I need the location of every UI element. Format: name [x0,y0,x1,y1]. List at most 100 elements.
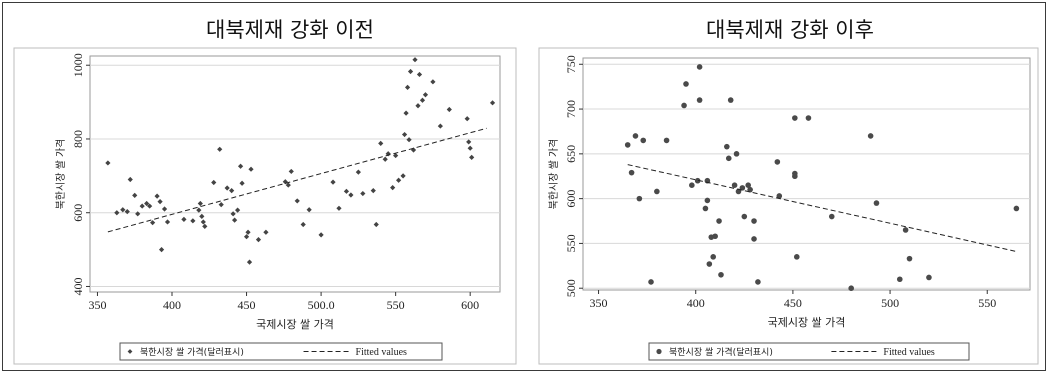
y-tick-label: 600 [564,190,578,208]
y-tick-label: 750 [564,55,578,73]
data-point [640,137,647,144]
data-point [132,192,138,198]
data-point [624,142,631,148]
data-point [114,210,120,216]
y-tick-label: 600 [71,204,85,222]
data-point [415,103,421,109]
data-point [755,279,761,285]
data-point [902,227,909,233]
data-point [793,254,800,260]
data-point [430,79,436,85]
data-point [243,234,250,240]
data-point [706,261,713,267]
data-point [255,237,262,243]
data-point [161,206,168,212]
legend: 북한시장 쌀 가격(달러표시) Fitted values [648,342,970,361]
data-point [696,64,703,70]
data-point [404,84,411,90]
data-point [406,137,412,143]
data-point [355,169,361,175]
data-point [382,156,388,162]
data-point [712,233,718,240]
data-point [306,207,312,213]
data-point [741,213,748,220]
y-tick-label: 700 [564,100,578,118]
data-point [135,211,141,217]
y-tick-label: 500 [564,279,578,297]
data-point [237,163,244,169]
x-tick-label: 500.0 [308,298,335,312]
x-tick-label: 350 [88,298,106,312]
x-tick-label: 550 [978,296,996,310]
y-tick-label: 800 [71,130,85,148]
y-tick-label: 1000 [71,53,85,77]
fitted-line [627,164,1017,252]
y-tick-label: 650 [564,145,578,163]
data-point [396,177,402,183]
data-point [232,217,238,223]
x-tick-label: 550 [387,298,405,312]
chart-after-sanctions: 500 550 600 650 700 750 350 400 450 500 550 국제시장 쌀 … [538,47,1039,365]
data-point [196,207,202,213]
legend: 북한시장 쌀 가격(달러표시) Fitted values [119,342,443,361]
data-point [294,198,300,204]
data-point [632,133,639,139]
data-point [246,259,253,265]
chart-title-after: 대북제재 강화 이후 [706,18,874,42]
data-point [211,179,217,186]
data-point [158,246,165,253]
data-point [751,236,757,242]
data-point [181,216,187,222]
data-point [739,185,746,191]
data-point [285,182,291,188]
data-point [648,279,654,285]
data-point [144,200,150,207]
plot-area [89,55,501,293]
data-point [848,285,854,292]
data-point [1013,205,1020,212]
x-axis-label: 국제시장 쌀 가격 [768,316,846,329]
data-point [105,160,111,166]
x-axis-label: 국제시장 쌀 가격 [256,318,334,331]
data-point [120,207,126,213]
data-point [217,146,223,152]
data-point [393,152,399,159]
data-point [446,106,452,113]
data-point [419,97,426,103]
x-tick-label: 400 [687,296,705,310]
data-point [745,182,751,188]
data-point [378,140,384,146]
data-point [683,81,689,87]
chart-title-before: 대북제재 강화 이전 [206,18,374,42]
data-point [727,97,734,103]
data-point [731,182,738,188]
data-point [229,187,235,194]
data-point [636,195,643,202]
data-point [239,180,245,186]
data-point [774,159,781,165]
data-point [724,143,730,150]
data-point [489,100,496,106]
data-point [896,276,903,283]
data-point [733,151,740,157]
y-axis-label: 북한시장 쌀 가격 [54,139,67,210]
data-point [360,190,366,197]
data-point [704,197,711,204]
data-point [348,192,354,198]
data-point [725,155,732,162]
data-point [694,177,701,184]
data-point [696,97,703,103]
legend-box [119,342,443,361]
x-tick-label: 350 [590,296,608,310]
data-point [867,133,874,139]
legend-label-fitted: Fitted values [356,347,407,358]
data-point [190,218,196,224]
data-point [400,173,406,179]
x-tick-label: 600 [461,298,479,312]
data-point [157,199,163,205]
data-point [654,188,660,195]
data-point [197,200,203,207]
data-point [235,207,241,213]
